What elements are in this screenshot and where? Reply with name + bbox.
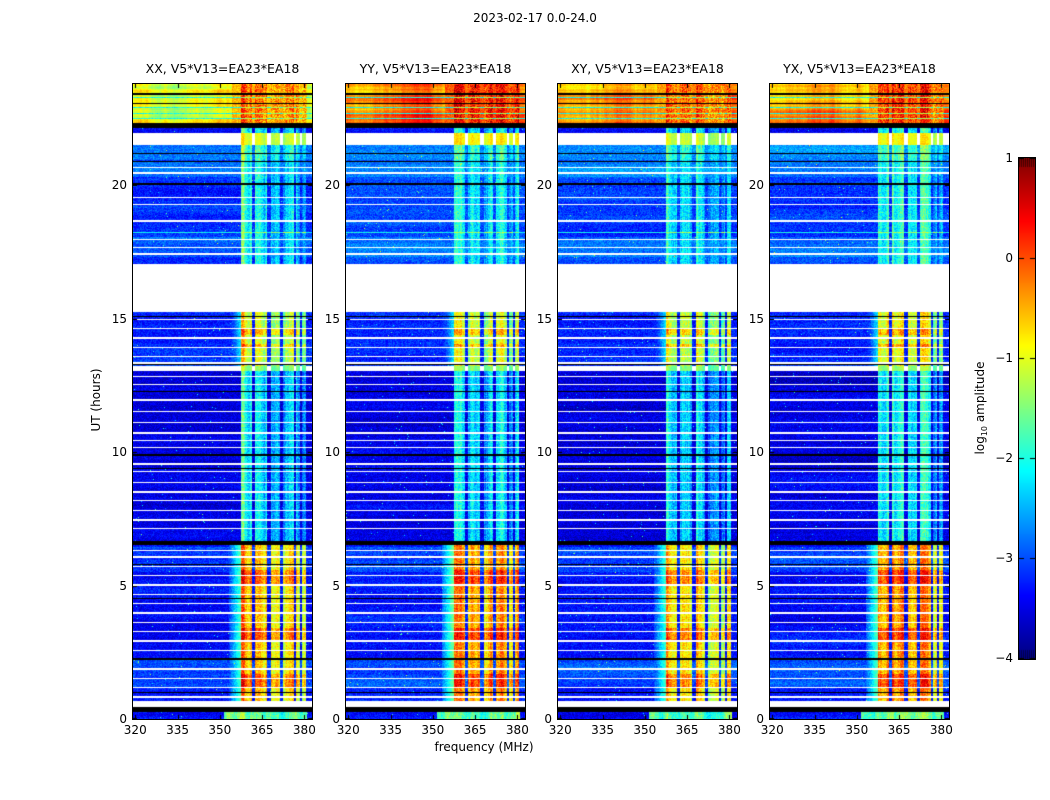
- x-tick-label: 380: [717, 723, 741, 737]
- x-tick-label: 320: [760, 723, 784, 737]
- x-tick-label: 335: [379, 723, 402, 737]
- x-tick-label: 350: [633, 723, 657, 737]
- panel-title-3: YX, V5*V13=EA23*EA18: [783, 61, 936, 76]
- spectrogram-panel-1: [345, 83, 526, 720]
- x-tick-label: 365: [250, 723, 274, 737]
- panel-title-1: YY, V5*V13=EA23*EA18: [359, 61, 512, 76]
- x-tick-label: 365: [463, 723, 487, 737]
- y-tick-label: 15: [748, 311, 764, 326]
- colorbar-tick-label: −1: [995, 351, 1013, 365]
- x-tick-label: 380: [292, 723, 316, 737]
- colorbar-tick-label: 1: [1005, 151, 1013, 165]
- y-tick-label: 10: [324, 445, 340, 460]
- y-tick-label: 10: [111, 445, 127, 460]
- x-tick-label: 365: [675, 723, 699, 737]
- y-tick-label: 20: [111, 178, 127, 193]
- x-tick-label: 365: [887, 723, 911, 737]
- colorbar-label-prefix: log: [972, 436, 987, 455]
- x-tick-label: 350: [208, 723, 232, 737]
- x-tick-label: 335: [166, 723, 189, 737]
- y-tick-label: 5: [119, 578, 127, 593]
- x-tick-label: 320: [548, 723, 572, 737]
- x-tick-label: 380: [505, 723, 529, 737]
- colorbar-label: log10 amplitude: [973, 362, 989, 455]
- y-tick-label: 15: [111, 311, 127, 326]
- y-tick-label: 0: [756, 712, 764, 726]
- y-tick-label: 10: [536, 445, 552, 460]
- y-axis-label: UT (hours): [89, 368, 103, 432]
- colorbar-tick-label: −4: [995, 651, 1013, 665]
- y-tick-label: 5: [332, 578, 340, 593]
- x-tick-label: 320: [336, 723, 360, 737]
- x-tick-label: 320: [123, 723, 147, 737]
- y-tick-label: 20: [324, 178, 340, 193]
- y-tick-label: 5: [756, 578, 764, 593]
- colorbar-tick-label: −2: [995, 451, 1013, 465]
- spectrogram-panel-0: [132, 83, 313, 720]
- colorbar-gradient: [1018, 157, 1036, 660]
- colorbar-tick-label: 0: [1005, 251, 1013, 265]
- x-tick-label: 335: [803, 723, 826, 737]
- y-tick-label: 20: [748, 178, 764, 193]
- panel-title-0: XX, V5*V13=EA23*EA18: [145, 61, 300, 76]
- y-tick-label: 15: [324, 311, 340, 326]
- y-tick-label: 0: [119, 712, 127, 726]
- x-tick-label: 335: [591, 723, 614, 737]
- colorbar-tick-label: −3: [995, 551, 1013, 565]
- spectrogram-panel-3: [769, 83, 950, 720]
- y-tick-label: 0: [544, 712, 552, 726]
- panel-title-2: XY, V5*V13=EA23*EA18: [571, 61, 724, 76]
- y-tick-label: 20: [536, 178, 552, 193]
- y-tick-label: 10: [748, 445, 764, 460]
- colorbar-label-suffix: amplitude: [972, 361, 987, 426]
- y-tick-label: 5: [544, 578, 552, 593]
- figure-title: 2023-02-17 0.0-24.0: [473, 11, 597, 25]
- y-tick-label: 15: [536, 311, 552, 326]
- x-axis-label: frequency (MHz): [434, 740, 534, 754]
- spectrogram-panel-2: [557, 83, 738, 720]
- x-tick-label: 350: [845, 723, 869, 737]
- x-tick-label: 350: [421, 723, 445, 737]
- y-tick-label: 0: [332, 712, 340, 726]
- colorbar-label-sub: 10: [980, 425, 990, 437]
- x-tick-label: 380: [929, 723, 953, 737]
